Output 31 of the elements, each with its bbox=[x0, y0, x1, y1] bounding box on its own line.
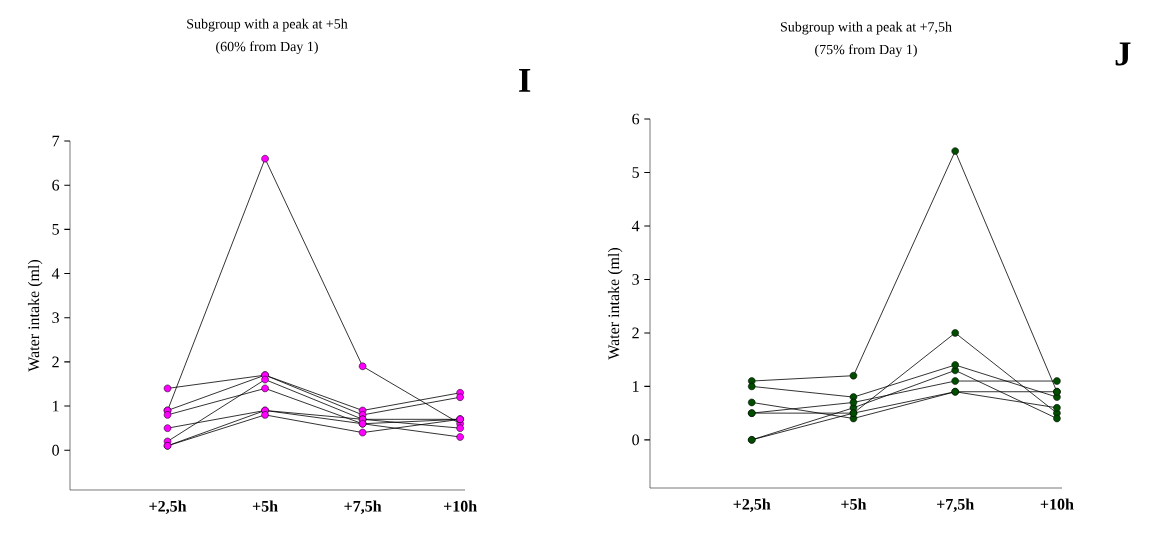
y-tick-label: 1 bbox=[633, 381, 639, 392]
chart-subtitle: (60% from Day 1) bbox=[216, 41, 318, 55]
text: I bbox=[519, 68, 531, 92]
x-tick-label: +2,5h bbox=[733, 498, 771, 512]
chart-title: Subgroup with a peak at +7,5h bbox=[780, 21, 952, 35]
y-tick-label: 7 bbox=[52, 135, 60, 147]
text: J bbox=[1115, 42, 1131, 66]
y-axis-title: Water intake (ml) bbox=[27, 259, 43, 372]
y-tick-label: 5 bbox=[632, 167, 639, 178]
y-tick-label: 6 bbox=[632, 113, 640, 125]
x-tick-label: +7,5h bbox=[344, 500, 382, 514]
y-tick-label: 0 bbox=[52, 444, 59, 456]
chart-title: Subgroup with a peak at +5h bbox=[187, 18, 348, 32]
x-tick-label: +10h bbox=[443, 500, 477, 512]
chart-subtitle: (75% from Day 1) bbox=[815, 44, 917, 58]
y-axis-title: Water intake (ml) bbox=[607, 247, 623, 360]
x-tick-label: +10h bbox=[1040, 498, 1074, 510]
x-tick-label: +7,5h bbox=[937, 498, 974, 512]
x-tick-label: +5h bbox=[252, 500, 278, 512]
y-tick-label: 1 bbox=[53, 400, 59, 412]
y-tick-label: 4 bbox=[51, 268, 60, 279]
y-tick-label: 5 bbox=[52, 224, 59, 235]
x-tick-label: +5h bbox=[841, 498, 867, 510]
y-tick-label: 2 bbox=[632, 327, 639, 339]
y-tick-label: 2 bbox=[52, 356, 59, 368]
y-tick-label: 3 bbox=[52, 312, 59, 324]
x-tick-label: +2,5h bbox=[149, 500, 187, 514]
y-tick-label: 6 bbox=[52, 179, 60, 191]
y-tick-label: 0 bbox=[632, 434, 639, 446]
y-tick-label: 3 bbox=[632, 274, 639, 285]
y-tick-label: 4 bbox=[631, 220, 640, 232]
